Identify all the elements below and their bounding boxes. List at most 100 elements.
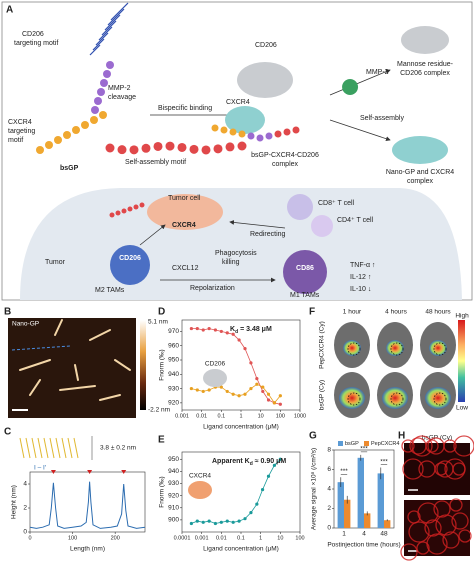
cell-membrane xyxy=(433,500,451,518)
point xyxy=(231,520,235,524)
point xyxy=(189,326,193,331)
point xyxy=(243,346,247,351)
label: Repolarization xyxy=(190,285,235,292)
y-tick-label: 960 xyxy=(168,342,179,349)
x-tick-label: 0.001 xyxy=(175,413,189,419)
label: Nano-GP and CXCR4 xyxy=(386,169,454,176)
y-tick-label: 950 xyxy=(168,456,179,463)
afm-image xyxy=(8,318,136,418)
legend-label: bsGP xyxy=(345,441,359,447)
tumor-outline xyxy=(347,342,361,356)
point xyxy=(207,519,211,523)
y-axis-label: Height (nm) xyxy=(11,485,18,519)
colorbar-label: 5.1 nm xyxy=(148,319,168,326)
bead xyxy=(117,145,127,155)
cell-membrane xyxy=(417,502,439,524)
x-tick-label: 0.001 xyxy=(195,535,209,541)
annotation-part: d xyxy=(250,461,253,467)
bead xyxy=(90,116,98,124)
bead xyxy=(141,143,151,153)
helix xyxy=(61,437,67,459)
bead xyxy=(247,132,255,140)
tissue-background xyxy=(20,188,462,300)
bead xyxy=(45,141,53,149)
point xyxy=(278,394,282,398)
x-axis-label: Length (nm) xyxy=(70,546,105,553)
point xyxy=(219,329,223,334)
cell-membrane xyxy=(408,521,430,543)
legend-swatch xyxy=(364,441,369,446)
cell-membrane xyxy=(411,435,433,457)
panel-label: C xyxy=(4,427,11,438)
y-axis-label: Fnorm (‰) xyxy=(159,476,166,507)
colorbar-label: High xyxy=(455,313,469,320)
point xyxy=(272,401,277,405)
y-tick-label: 950 xyxy=(168,357,179,364)
point xyxy=(231,332,235,336)
glycan xyxy=(101,20,117,36)
x-tick-label: 1 xyxy=(342,531,346,538)
cell-membrane xyxy=(458,529,472,543)
bead xyxy=(133,204,139,210)
point xyxy=(225,389,229,394)
tumor-outline xyxy=(390,342,404,356)
y-tick-label: 910 xyxy=(168,504,179,511)
bead xyxy=(201,145,211,155)
row-label: bsGP (Cy) xyxy=(319,380,326,410)
y-axis-label: Average signal ×10⁸ (/cm²/s) xyxy=(311,448,318,530)
label: killing xyxy=(222,259,240,266)
annotation-part: = 3.48 μM xyxy=(238,326,272,333)
label: Redirecting xyxy=(250,231,286,238)
bead xyxy=(238,130,246,138)
label: Self-assembly motif xyxy=(125,159,186,166)
significance: *** xyxy=(380,458,388,465)
x-tick-label: 0 xyxy=(28,535,31,541)
point xyxy=(272,463,277,467)
x-tick-label: 0.0001 xyxy=(174,535,191,541)
radiance-colorbar xyxy=(458,320,465,402)
point xyxy=(243,517,247,521)
point xyxy=(207,326,211,331)
helix xyxy=(37,437,43,459)
point xyxy=(249,361,253,365)
column-label: 48 hours xyxy=(425,309,451,316)
label: CXCR4 xyxy=(8,119,32,126)
fit-curve xyxy=(191,328,281,405)
schematic xyxy=(8,26,470,556)
y-tick-label: 8 xyxy=(327,447,331,454)
cell-membrane xyxy=(424,519,442,537)
bead xyxy=(292,126,300,134)
label: CD206 xyxy=(22,31,44,38)
bar xyxy=(357,457,364,528)
glycan xyxy=(104,14,121,31)
column-label: 1 hour xyxy=(343,309,362,316)
bead xyxy=(274,130,282,138)
fit-curve xyxy=(191,383,281,404)
peak-marker xyxy=(121,470,127,474)
x-axis-label: Ligand concentration (μM) xyxy=(203,546,279,553)
bead xyxy=(72,126,80,134)
point xyxy=(231,392,235,396)
panel-label: E xyxy=(158,435,165,446)
x-tick-label: 0.1 xyxy=(237,535,245,541)
nanofiber xyxy=(59,385,96,391)
colorbar-label: -2.2 nm xyxy=(148,407,170,414)
y-tick-label: 4 xyxy=(23,481,27,488)
cell-membrane xyxy=(449,498,463,512)
bead xyxy=(91,106,99,114)
bead xyxy=(105,143,115,153)
y-tick-label: 970 xyxy=(168,328,179,335)
arrow xyxy=(329,119,391,142)
tumor-outline xyxy=(390,392,404,406)
point xyxy=(201,328,205,332)
bead xyxy=(225,142,235,152)
column-label: 4 hours xyxy=(385,309,407,316)
nanofiber xyxy=(19,359,51,371)
bead xyxy=(265,132,273,140)
inset-protein xyxy=(203,369,227,387)
arrow xyxy=(139,224,166,246)
cxcr4-protein xyxy=(392,136,448,164)
bead xyxy=(213,144,223,154)
bar xyxy=(364,513,371,528)
